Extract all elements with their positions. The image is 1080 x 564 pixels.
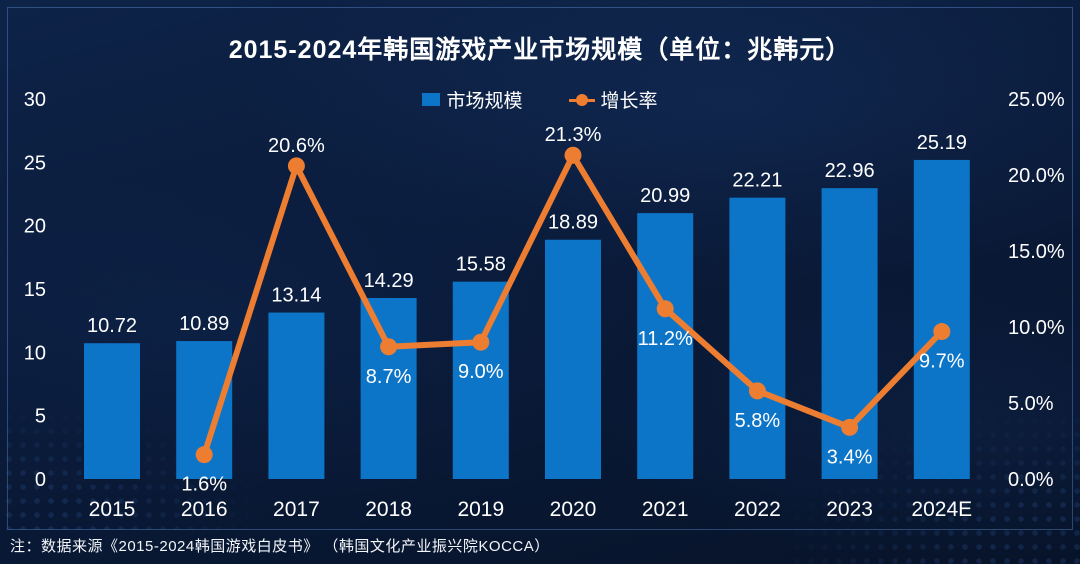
growth-value-label: 9.0% — [458, 361, 504, 383]
bar-value-label: 10.89 — [179, 313, 229, 335]
bar — [84, 343, 140, 479]
left-axis-tick: 25 — [24, 152, 46, 174]
bar — [729, 197, 786, 479]
bar — [545, 239, 601, 479]
line-swatch-marker — [575, 93, 588, 106]
left-axis-tick: 30 — [24, 89, 46, 111]
growth-value-label: 20.6% — [268, 135, 325, 157]
left-axis-tick: 15 — [24, 279, 46, 301]
x-axis-label: 2022 — [734, 498, 781, 521]
legend-label-market-size: 市场规模 — [446, 91, 523, 112]
line-series-swatch-icon — [568, 93, 595, 107]
growth-point — [380, 338, 398, 356]
growth-point — [472, 333, 490, 351]
right-axis-tick: 25.0% — [1008, 89, 1065, 111]
left-axis-tick: 5 — [35, 406, 46, 428]
right-axis-tick: 0.0% — [1008, 469, 1054, 491]
x-axis-label: 2018 — [365, 498, 412, 521]
growth-value-label: 1.6% — [181, 474, 227, 496]
bar-value-label: 25.19 — [917, 132, 967, 154]
x-axis-label: 2023 — [826, 498, 873, 521]
x-axis-label: 2024E — [911, 498, 972, 521]
growth-point — [564, 146, 582, 164]
right-axis-tick: 20.0% — [1008, 165, 1065, 187]
bar — [637, 213, 694, 480]
bar-value-label: 22.96 — [825, 160, 875, 182]
bar-value-label: 14.29 — [364, 270, 414, 292]
growth-value-label: 8.7% — [366, 366, 412, 388]
growth-value-label: 21.3% — [545, 124, 602, 146]
bar-value-label: 18.89 — [548, 212, 598, 234]
growth-value-label: 11.2% — [638, 328, 693, 350]
growth-point — [195, 446, 213, 464]
right-axis-tick: 10.0% — [1008, 317, 1065, 339]
bar-value-label: 20.99 — [640, 185, 690, 207]
source-note: 注：数据来源《2015-2024韩国游戏白皮书》 （韩国文化产业振兴院KOCCA… — [10, 538, 550, 555]
left-axis-tick: 10 — [24, 342, 46, 364]
growth-point — [287, 157, 305, 175]
growth-point — [748, 382, 766, 400]
growth-point — [656, 300, 674, 318]
bar-series-swatch-icon — [422, 93, 441, 106]
bar — [913, 159, 970, 479]
legend-item-market-size: 市场规模 — [422, 86, 523, 113]
legend-item-growth-rate: 增长率 — [568, 86, 658, 113]
x-axis-label: 2015 — [89, 498, 136, 521]
x-axis-label: 2020 — [550, 498, 597, 521]
growth-point — [933, 323, 951, 341]
bar-value-label: 15.58 — [456, 254, 506, 276]
legend: 市场规模 增长率 — [0, 86, 1080, 113]
bar — [452, 281, 509, 479]
chart-title: 2015-2024年韩国游戏产业市场规模（单位：兆韩元） — [228, 36, 852, 64]
bar — [268, 312, 325, 479]
x-axis-label: 2017 — [273, 498, 320, 521]
right-axis-tick: 5.0% — [1008, 393, 1054, 415]
x-axis-label: 2021 — [642, 498, 689, 521]
growth-point — [841, 418, 859, 436]
left-axis-tick: 0 — [35, 469, 46, 491]
bar-value-label: 22.21 — [732, 170, 782, 192]
x-axis-label: 2016 — [181, 498, 228, 521]
left-axis-tick: 20 — [24, 216, 46, 238]
x-axis-label: 2019 — [457, 498, 504, 521]
right-axis-tick: 15.0% — [1008, 241, 1065, 263]
bar — [360, 297, 417, 479]
bar-value-label: 13.14 — [271, 285, 321, 307]
bar-value-label: 10.72 — [87, 315, 137, 337]
growth-value-label: 3.4% — [827, 446, 873, 468]
growth-value-label: 5.8% — [735, 410, 781, 432]
legend-label-growth-rate: 增长率 — [600, 91, 658, 112]
growth-value-label: 9.7% — [919, 351, 965, 373]
